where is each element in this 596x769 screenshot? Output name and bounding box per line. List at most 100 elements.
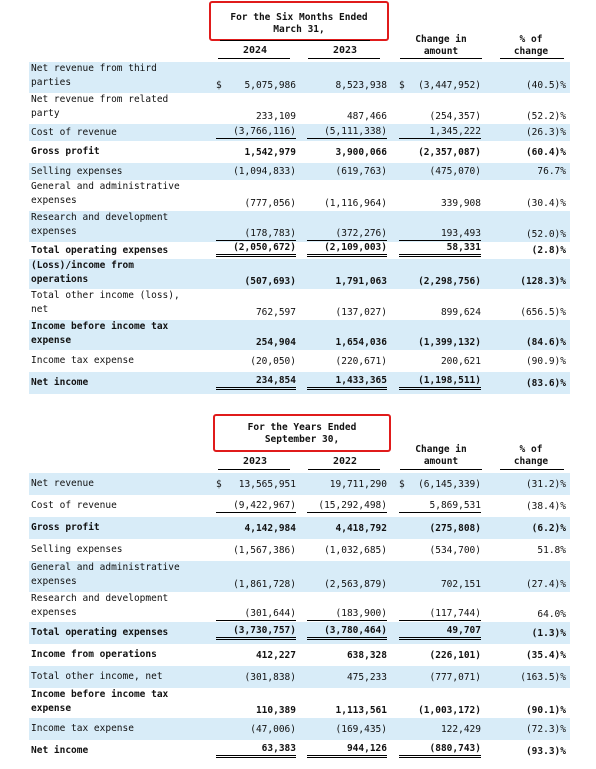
cell-v3: (117,744) bbox=[399, 607, 481, 621]
cell-value: 1,113,561 bbox=[335, 705, 387, 716]
cell-value: 58,331 bbox=[446, 242, 481, 253]
currency-symbol: $ bbox=[399, 478, 405, 490]
cell-v1: 412,227 bbox=[216, 649, 296, 662]
cell-v3: (2,357,087) bbox=[399, 146, 481, 159]
cell-v1: (1,094,833) bbox=[216, 165, 296, 178]
cell-v4: (163.5)% bbox=[492, 671, 566, 684]
change-header-line-2: amount bbox=[423, 46, 459, 57]
table-row-loss-income-from-operations: (Loss)/income from operations (507,693) 1,… bbox=[29, 259, 570, 289]
cell-v4: (52.2)% bbox=[492, 110, 566, 123]
cell-v4: (84.6)% bbox=[492, 336, 566, 349]
pct-header-line-2: change bbox=[513, 46, 549, 57]
row-label: Total other income, net bbox=[31, 671, 163, 682]
cell-v4: (30.4)% bbox=[492, 197, 566, 210]
cell-value: (1,399,132) bbox=[418, 337, 481, 348]
cell-v2: (220,671) bbox=[307, 355, 387, 368]
cell-value: (534,700) bbox=[429, 544, 481, 556]
cell-value: (254,357) bbox=[429, 111, 481, 122]
cell-value: (220,671) bbox=[335, 355, 387, 367]
row-label: General and administrative expenses bbox=[31, 181, 180, 206]
cell-v1: 762,597 bbox=[216, 306, 296, 319]
change-header-line-1-2: Change in bbox=[415, 444, 467, 455]
row-label: (Loss)/income from operations bbox=[31, 260, 134, 285]
cell-value: (128.3)% bbox=[520, 276, 566, 287]
cell-v2: (1,032,685) bbox=[307, 544, 387, 557]
cell-v1: (47,006) bbox=[216, 723, 296, 736]
cell-v1: (3,730,757) bbox=[216, 624, 296, 640]
cell-v2: (137,027) bbox=[307, 306, 387, 319]
cell-value: 8,523,938 bbox=[335, 80, 387, 91]
cell-value: 1,791,063 bbox=[335, 276, 387, 287]
period-underline bbox=[220, 40, 370, 41]
cell-v2: (619,763) bbox=[307, 165, 387, 178]
cell-v1: (301,644) bbox=[216, 607, 296, 621]
row-label: Total operating expenses bbox=[31, 627, 169, 638]
cell-value: (475,070) bbox=[429, 166, 481, 177]
cell-v3: (475,070) bbox=[399, 165, 481, 178]
table-row-income-from-operations: Income from operations 412,227 638,328 (226… bbox=[29, 644, 570, 666]
cell-value: 200,621 bbox=[440, 355, 481, 367]
cell-value: (20,050) bbox=[250, 355, 296, 367]
cell-v2: (1,116,964) bbox=[307, 197, 387, 210]
cell-value: 5,869,531 bbox=[429, 499, 481, 511]
cell-v4: (40.5)% bbox=[492, 79, 566, 92]
cell-value: 76.7% bbox=[537, 166, 566, 177]
cell-v2: (3,780,464) bbox=[307, 624, 387, 640]
cell-value: (1,116,964) bbox=[324, 198, 387, 209]
cell-value: (93.3)% bbox=[525, 745, 566, 757]
cell-value: (3,766,116) bbox=[233, 126, 296, 137]
cell-v1: (20,050) bbox=[216, 355, 296, 368]
cell-value: (619,763) bbox=[335, 166, 387, 177]
cell-v1: (1,567,386) bbox=[216, 544, 296, 557]
cell-v3: (254,357) bbox=[399, 110, 481, 123]
cell-v4: (83.6)% bbox=[492, 377, 566, 390]
cell-v3: (1,003,172) bbox=[399, 704, 481, 717]
cell-v2: 1,654,036 bbox=[307, 336, 387, 349]
row-label: General and administrative expenses bbox=[31, 562, 180, 587]
cell-value: (2.8)% bbox=[531, 245, 566, 256]
cell-v3: (2,298,756) bbox=[399, 275, 481, 288]
cell-value: 63,383 bbox=[261, 742, 296, 754]
row-label: Income before income tax expense bbox=[31, 689, 169, 714]
row-label: Net revenue from third parties bbox=[31, 63, 157, 88]
cell-v2: 8,523,938 bbox=[307, 79, 387, 92]
change-header-2: Change in amount bbox=[400, 444, 482, 468]
cell-v2: (372,276) bbox=[307, 227, 387, 241]
row-label: Cost of revenue bbox=[31, 126, 117, 138]
period-line-1-2: For the Years Ended bbox=[247, 422, 357, 433]
change-header: Change in amount bbox=[400, 34, 482, 58]
cell-v4: (31.2)% bbox=[492, 478, 566, 491]
cell-value: (2,050,672) bbox=[233, 242, 296, 253]
period-line-2-2: September 30, bbox=[264, 434, 340, 445]
year-2022-header-2: 2022 bbox=[332, 456, 358, 467]
row-label: Cost of revenue bbox=[31, 500, 117, 511]
cell-v3: $ (6,145,339) bbox=[399, 478, 481, 491]
currency-symbol: $ bbox=[216, 80, 222, 91]
year-underline-4 bbox=[308, 469, 380, 470]
cell-value: (275,808) bbox=[429, 522, 481, 534]
cell-value: (2,298,756) bbox=[418, 276, 481, 287]
cell-v2: 4,418,792 bbox=[307, 522, 387, 535]
cell-v1: (507,693) bbox=[216, 275, 296, 288]
cell-value: 4,418,792 bbox=[335, 522, 387, 534]
cell-value: (27.4)% bbox=[525, 579, 566, 590]
cell-v3: (777,071) bbox=[399, 671, 481, 684]
table-row-net-income: Net income 63,383 944,126 (880,743) (93.3)% bbox=[29, 740, 570, 762]
cell-value: 412,227 bbox=[255, 649, 296, 661]
table-row-gross-profit: Gross profit 4,142,984 4,418,792 (275,808) (… bbox=[29, 517, 570, 539]
cell-v3: 702,151 bbox=[399, 578, 481, 591]
change-underline bbox=[400, 58, 482, 59]
cell-v4: (2.8)% bbox=[492, 244, 566, 257]
cell-value: (90.1)% bbox=[525, 705, 566, 716]
cell-value: (38.4)% bbox=[525, 500, 566, 512]
cell-v1: 4,142,984 bbox=[216, 522, 296, 535]
cell-v2: (2,563,879) bbox=[307, 578, 387, 591]
table-row-net-revenue-from-related-party: Net revenue from related party 233,109 487… bbox=[29, 93, 570, 124]
cell-value: (880,743) bbox=[429, 742, 481, 754]
cell-value: (3,730,757) bbox=[233, 624, 296, 636]
table-row-total-other-income-net: Total other income, net (301,838) 475,233 (… bbox=[29, 666, 570, 688]
cell-value: (1,861,728) bbox=[233, 579, 296, 590]
cell-v4: (38.4)% bbox=[492, 500, 566, 513]
table-row-net-revenue-from-third-parties: Net revenue from third parties $5,075,986… bbox=[29, 62, 570, 93]
row-label: Total other income (loss), net bbox=[31, 290, 180, 315]
